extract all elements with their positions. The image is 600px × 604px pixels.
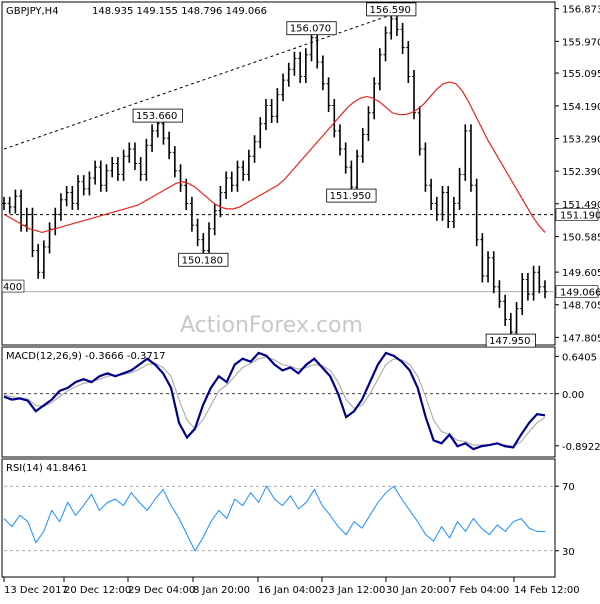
chart-title: GBPJPY,H4	[6, 6, 59, 17]
x-tick-label: 13 Dec 2017	[4, 585, 68, 596]
annotation-box-4	[178, 252, 229, 267]
annotation-box-5	[485, 333, 536, 348]
macd-signal-line	[3, 356, 546, 447]
price-y-tick-label: 153.290	[562, 135, 600, 146]
x-tick-label: 20 Dec 12:00	[64, 585, 131, 596]
rsi-panel-frame	[1, 458, 556, 578]
macd-line	[3, 351, 546, 451]
watermark: ActionForex.com	[180, 313, 363, 338]
price-y-tick-label: 154.190	[562, 102, 600, 113]
level-tag-1	[555, 285, 599, 298]
rsi-header: RSI(14) 41.8461	[6, 463, 87, 474]
x-tick-label: 30 Jan 20:00	[386, 585, 449, 596]
ma-line	[3, 81, 546, 234]
x-tick-label: 29 Dec 04:00	[128, 585, 195, 596]
price-y-tick-label: 147.805	[562, 333, 600, 344]
price-panel-frame	[1, 1, 556, 346]
macd-header: MACD(12,26,9) -0.3666 -0.3717	[6, 351, 166, 362]
price-series-group: 156.590 156.070 153.660 151.950 150.180 147.9…	[1, 2, 555, 348]
price-y-tick-label: 148.705	[562, 301, 600, 312]
x-tick-label: 16 Jan 04:00	[258, 585, 321, 596]
annotation-box-1	[286, 21, 337, 36]
x-tick-label: 23 Jan 12:00	[322, 585, 385, 596]
annotation-box-0	[366, 2, 417, 17]
macd-y-tick-label: 0.00	[562, 390, 584, 401]
annotation-label-3: 151.950	[330, 191, 371, 202]
annotation-label-0: 156.590	[370, 5, 411, 16]
macd-series-group	[3, 351, 555, 451]
left-edge-label: 400	[3, 282, 22, 293]
level-label-0: 151.190	[560, 211, 600, 222]
trendline	[3, 14, 392, 150]
price-y-tick-label: 150.585	[562, 233, 600, 244]
price-y-tick-label: 156.873	[562, 5, 600, 16]
annotation-label-2: 153.660	[136, 111, 177, 122]
price-y-tick-label: 151.490	[562, 200, 600, 211]
axes-group: 151.190 149.066 156.873 155.970 155.095 154.1…	[3, 5, 600, 596]
rsi-y-tick-label: 70	[562, 482, 575, 493]
level-label-1: 149.066	[560, 288, 600, 299]
price-y-tick-label: 152.390	[562, 167, 600, 178]
level-tag-0	[555, 208, 599, 221]
price-y-tick-label: 149.605	[562, 268, 600, 279]
rsi-y-tick-label: 30	[562, 547, 575, 558]
macd-y-tick-label: -0.8922	[562, 442, 600, 453]
x-tick-label: 8 Jan 20:00	[193, 585, 250, 596]
annotation-box-2	[132, 108, 183, 123]
rsi-line	[3, 485, 546, 552]
price-y-tick-label: 155.095	[562, 69, 600, 80]
price-y-tick-label: 155.970	[562, 37, 600, 48]
annotation-box-3	[326, 188, 377, 203]
annotation-label-5: 147.950	[489, 336, 530, 347]
macd-y-tick-label: 0.6405	[562, 352, 597, 363]
rsi-series-group	[3, 485, 555, 552]
left-edge-box	[1, 279, 25, 293]
x-tick-label: 7 Feb 04:00	[450, 585, 509, 596]
macd-panel-frame	[1, 346, 556, 458]
annotation-label-1: 156.070	[290, 24, 331, 35]
annotation-label-4: 150.180	[182, 255, 223, 266]
ohlc-header: 148.935 149.155 148.796 149.066	[92, 6, 267, 17]
x-tick-label: 14 Feb 12:00	[514, 585, 580, 596]
